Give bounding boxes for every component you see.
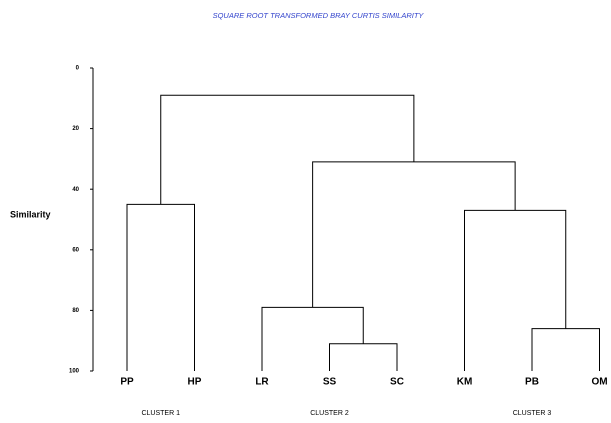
- leaf-label: PP: [120, 377, 134, 388]
- dendrogram-link: [126, 203, 195, 371]
- leaf-label: OM: [591, 377, 607, 388]
- dendrogram-link: [261, 306, 364, 371]
- dendrogram-link: [464, 209, 567, 371]
- chart-title: SQUARE ROOT TRANSFORMED BRAY CURTIS SIMI…: [213, 11, 425, 20]
- y-tick-label: 60: [72, 247, 79, 253]
- leaf-label: SC: [390, 377, 404, 388]
- y-tick-label: 80: [72, 308, 79, 314]
- cluster-label: CLUSTER 1: [141, 410, 180, 417]
- leaf-label: SS: [323, 377, 337, 388]
- y-axis-label: Similarity: [10, 209, 51, 219]
- y-tick-label: 0: [76, 66, 80, 72]
- leaf-label: PB: [525, 377, 539, 388]
- dendrogram-link: [531, 328, 600, 371]
- dendrogram-link: [160, 94, 415, 205]
- leaf-label: KM: [457, 377, 473, 388]
- y-tick-label: 20: [72, 126, 79, 132]
- leaf-label: LR: [255, 377, 269, 388]
- cluster-label: CLUSTER 3: [513, 410, 552, 417]
- dendrogram-link: [329, 343, 398, 371]
- cluster-label: CLUSTER 2: [310, 410, 349, 417]
- leaf-label: HP: [188, 377, 202, 388]
- dendrogram-link: [312, 161, 516, 308]
- y-tick-label: 40: [72, 187, 79, 193]
- y-tick-label: 100: [69, 369, 80, 375]
